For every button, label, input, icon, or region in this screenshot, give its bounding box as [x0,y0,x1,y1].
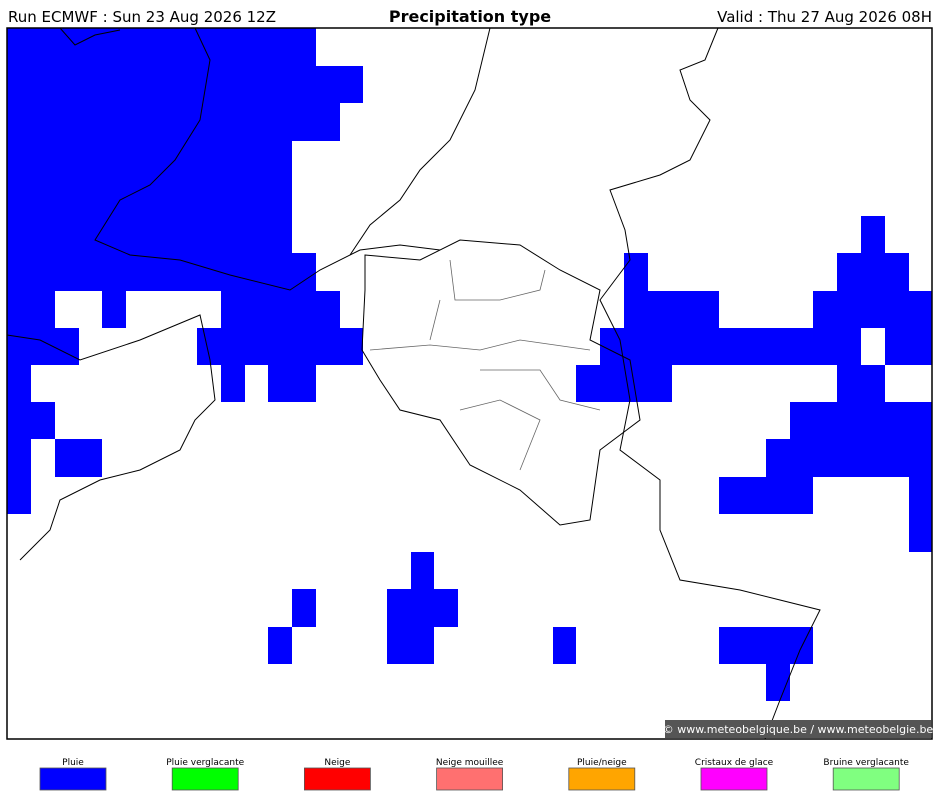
rain-cell [719,627,813,664]
rain-cell [7,66,363,103]
legend-label: Cristaux de glace [695,758,774,768]
rain-cell [576,365,672,402]
legend-label: Pluie/neige [577,758,627,768]
legend-label: Bruine verglacante [823,758,909,768]
rain-cell [837,253,909,291]
rain-cell [7,477,31,514]
rain-cell [600,328,861,365]
legend-swatch [568,767,636,791]
legend-label: Pluie verglacante [166,758,244,768]
rain-cell [766,664,790,701]
rain-cell [387,627,434,664]
credit-box [665,720,931,738]
legend-label: Neige mouillee [436,758,504,768]
legend-swatch [700,767,768,791]
rain-cell [7,328,79,365]
credit: © www.meteobelgique.be / www.meteobelgie… [663,723,934,736]
legend: Pluie Pluie verglacante Neige Neige mouille… [39,758,909,791]
rain-cell [7,365,31,402]
valid-label: Valid : Thu 27 Aug 2026 08H [717,8,932,26]
rain-cell [55,439,102,477]
rain-cell [102,291,126,328]
rain-cell [909,477,932,552]
legend-label: Pluie [62,758,84,768]
precip-layer [7,28,932,701]
rain-cell [766,439,932,477]
rain-cell [411,552,434,589]
rain-cell [7,28,316,66]
legend-swatch [171,767,239,791]
legend-swatch [436,767,504,791]
rain-cell [7,402,55,439]
rain-cell [813,291,932,328]
rain-cell [7,253,316,291]
rain-cell [553,627,576,664]
map-title: Precipitation type [389,7,551,26]
rain-cell [719,477,813,514]
rain-cell [885,328,932,365]
rain-cell [268,627,292,664]
rain-cell [7,141,292,253]
borders [6,27,821,740]
legend-swatch [39,767,107,791]
legend-label: Neige [324,758,350,768]
rain-cell [624,291,719,328]
rain-cell [790,402,932,439]
rain-cell [7,103,340,141]
rain-cell [221,365,245,402]
rain-cell [837,365,885,402]
rain-cell [861,216,885,253]
rain-cell [197,328,363,365]
legend-swatch [303,767,371,791]
rain-cell [221,291,340,328]
rain-cell [292,589,316,627]
rain-cell [268,365,316,402]
rain-cell [624,253,648,291]
rain-cell [7,439,31,477]
legend-swatch [832,767,900,791]
rain-cell [7,291,55,328]
run-label: Run ECMWF : Sun 23 Aug 2026 12Z [8,8,276,26]
map-frame [6,27,933,740]
rain-cell [387,589,458,627]
